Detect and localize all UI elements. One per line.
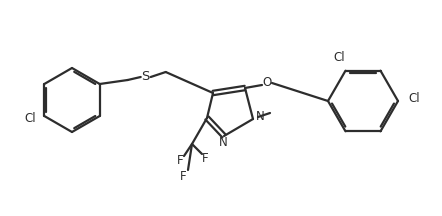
Text: F: F (202, 151, 208, 165)
Text: Cl: Cl (24, 113, 36, 125)
Text: Cl: Cl (408, 92, 420, 105)
Text: F: F (180, 170, 187, 183)
Text: N: N (255, 111, 264, 124)
Text: Cl: Cl (334, 51, 345, 64)
Text: F: F (177, 154, 183, 167)
Text: S: S (141, 70, 150, 84)
Text: O: O (263, 76, 272, 89)
Text: N: N (219, 137, 227, 149)
